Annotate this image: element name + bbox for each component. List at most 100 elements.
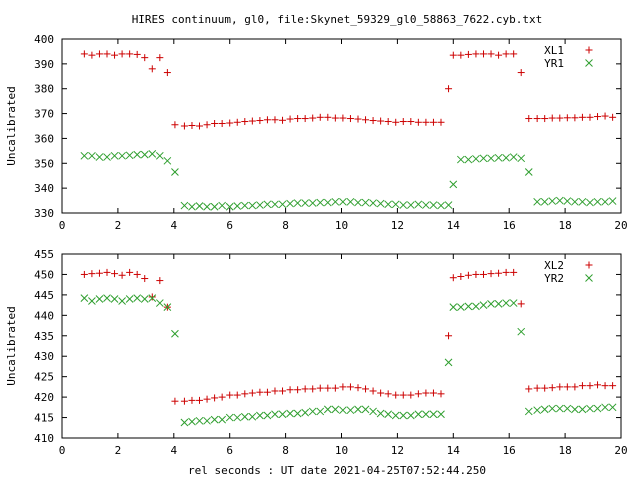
data-point <box>422 410 430 419</box>
data-point <box>422 389 430 397</box>
data-point <box>140 150 149 159</box>
data-point <box>339 383 347 391</box>
y-tick-label: 430 <box>34 350 54 363</box>
data-point <box>331 197 340 206</box>
y-tick-label: 440 <box>34 309 54 322</box>
data-point <box>369 387 377 395</box>
data-point <box>141 275 149 283</box>
data-point <box>80 270 88 278</box>
data-point <box>362 385 370 393</box>
data-point <box>88 297 96 305</box>
data-point <box>88 51 96 59</box>
data-point <box>429 410 438 419</box>
x-tick-label: 18 <box>558 219 571 232</box>
data-point <box>449 180 458 189</box>
data-point <box>188 122 196 130</box>
data-point <box>211 120 219 128</box>
data-point <box>354 384 362 392</box>
data-point <box>384 390 392 398</box>
data-point <box>384 118 392 126</box>
y-tick-label: 370 <box>34 108 54 121</box>
data-point <box>346 115 354 123</box>
data-point <box>517 69 525 77</box>
data-point <box>225 202 234 211</box>
series-XL2 <box>80 268 617 405</box>
y-tick-label: 420 <box>34 391 54 404</box>
y-axis-label: Uncalibrated <box>5 306 18 385</box>
data-point <box>578 382 586 390</box>
data-point <box>248 201 257 210</box>
data-point <box>301 199 310 207</box>
data-point <box>457 51 465 59</box>
data-point <box>95 269 103 277</box>
data-point <box>339 114 347 122</box>
data-point <box>301 408 310 417</box>
data-point <box>155 299 164 307</box>
data-point <box>377 389 385 397</box>
x-tick-label: 4 <box>170 444 177 457</box>
data-point <box>517 327 526 336</box>
y-tick-label: 380 <box>34 83 54 96</box>
data-point <box>323 198 332 207</box>
x-tick-label: 2 <box>115 219 122 232</box>
data-point <box>203 416 211 425</box>
data-point <box>376 199 385 208</box>
data-point <box>218 393 226 401</box>
data-point <box>210 202 219 211</box>
chart-panel-1: 0 2 4 6 8 10 12 14 16 18 20 330 340 350 360 370 380 390 40… <box>5 33 628 232</box>
data-point <box>331 384 339 392</box>
data-point <box>248 117 256 125</box>
legend-label: YR1 <box>544 57 564 70</box>
data-point <box>248 412 257 421</box>
data-point <box>548 384 556 392</box>
data-point <box>339 197 347 206</box>
chart-panel-2: 0 2 4 6 8 10 12 14 16 18 20 410 415 420 425 430 435 440 44… <box>5 248 628 457</box>
data-point <box>533 197 542 206</box>
data-point <box>133 270 141 278</box>
data-point <box>437 118 445 126</box>
data-point <box>88 270 96 278</box>
data-point <box>392 118 400 126</box>
data-point <box>464 155 473 164</box>
data-point <box>294 386 302 394</box>
data-point <box>594 381 602 389</box>
data-point <box>263 411 272 420</box>
data-point <box>180 122 188 130</box>
data-point <box>464 302 473 311</box>
data-point <box>593 197 602 206</box>
data-point <box>233 118 241 126</box>
data-point <box>524 168 533 176</box>
data-point <box>479 301 488 309</box>
data-point <box>608 403 617 412</box>
data-point <box>601 403 609 412</box>
data-point <box>156 277 164 285</box>
series-XL1 <box>80 50 617 130</box>
data-point <box>487 270 495 278</box>
data-point <box>472 302 480 311</box>
x-tick-label: 12 <box>391 444 404 457</box>
data-point <box>211 394 219 402</box>
data-point <box>278 410 287 419</box>
data-point <box>414 200 423 209</box>
data-point <box>286 199 294 208</box>
data-point <box>502 50 510 58</box>
data-point <box>309 114 317 122</box>
data-point <box>369 117 377 125</box>
data-point <box>278 200 287 209</box>
data-point <box>125 295 134 303</box>
plot-frame <box>61 38 622 214</box>
data-point <box>141 54 149 62</box>
data-point <box>103 153 111 161</box>
data-point <box>126 268 134 276</box>
data-point <box>240 201 249 210</box>
data-point <box>271 410 279 419</box>
data-point <box>601 112 609 120</box>
data-point <box>354 405 362 414</box>
data-point <box>406 411 415 420</box>
legend-label: YR2 <box>544 272 564 285</box>
data-point <box>256 201 264 209</box>
data-point <box>555 404 564 413</box>
data-point <box>609 382 617 390</box>
data-point <box>88 151 96 160</box>
y-tick-label: 340 <box>34 182 54 195</box>
